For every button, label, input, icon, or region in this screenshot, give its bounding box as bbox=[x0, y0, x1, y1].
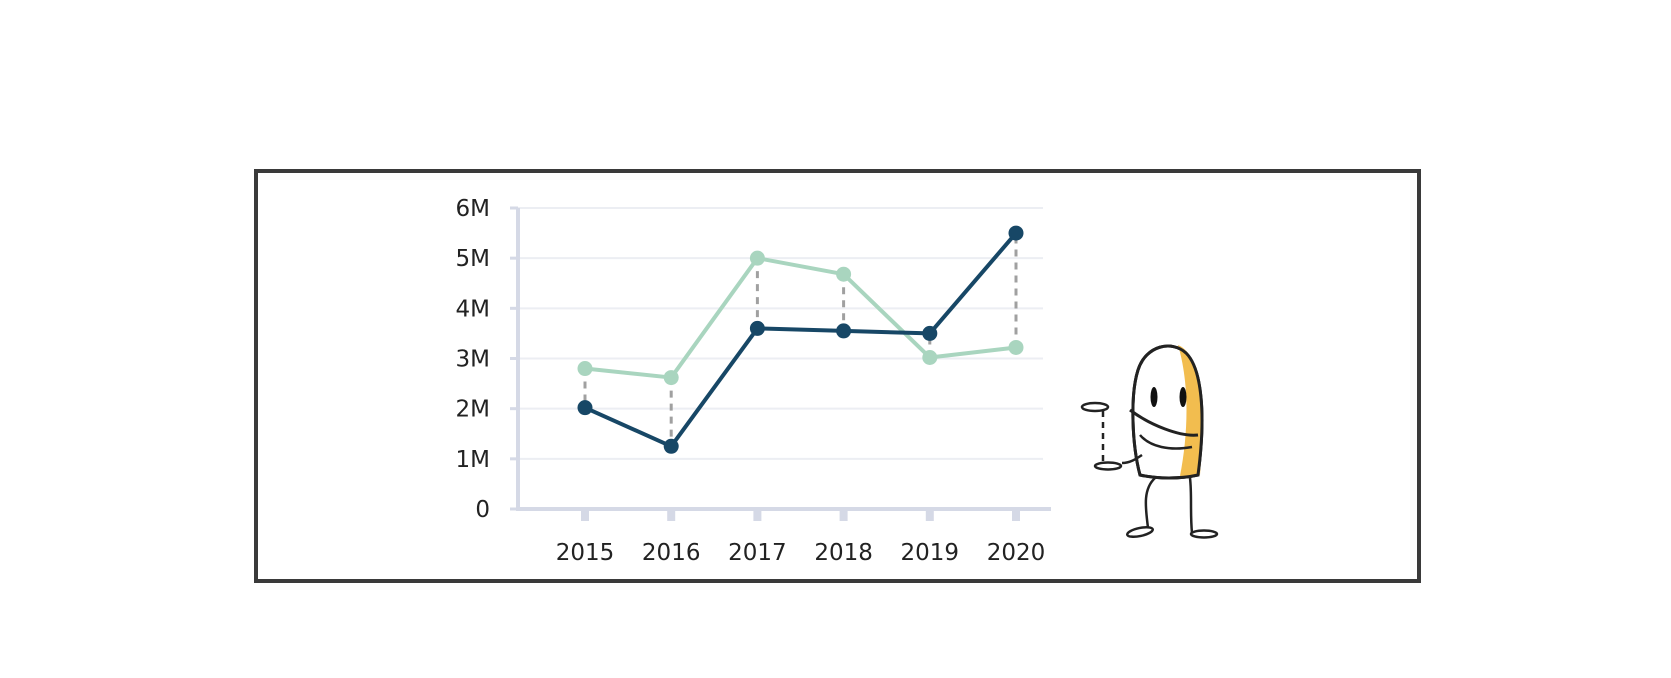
mascot-hand-bottom bbox=[1093, 461, 1123, 471]
series-2-point bbox=[663, 438, 679, 454]
series-2-point bbox=[749, 320, 765, 336]
mascot-left-leg bbox=[1144, 477, 1156, 529]
series-2-point bbox=[577, 400, 593, 416]
y-tick-label: 6M bbox=[456, 196, 490, 222]
series-1-point bbox=[836, 266, 852, 282]
x-tick-label: 2020 bbox=[987, 540, 1046, 566]
series-2-point bbox=[1008, 225, 1024, 241]
grid-layer bbox=[518, 207, 1043, 460]
label-layer: 0 1M 2M 3M 4M 5M 6M 2015 2016 2017 2018 2019 2020 bbox=[456, 196, 1046, 566]
y-tick-label: 0 bbox=[475, 497, 490, 523]
axis-layer bbox=[510, 206, 1051, 521]
series-line-1 bbox=[584, 256, 1017, 380]
y-tick-label: 3M bbox=[456, 347, 490, 373]
series-line-2 bbox=[584, 231, 1018, 449]
x-tick-label: 2015 bbox=[556, 540, 615, 566]
series-2-point bbox=[836, 323, 852, 339]
mascot-left-foot bbox=[1126, 525, 1154, 539]
y-tick-label: 2M bbox=[456, 397, 490, 423]
mascot-lower-arm bbox=[1121, 453, 1143, 465]
series-1-point bbox=[663, 370, 679, 386]
mascot-hand-top bbox=[1080, 401, 1110, 413]
y-tick-label: 5M bbox=[456, 246, 490, 272]
mascot-illustration bbox=[1080, 344, 1219, 539]
series-1-point bbox=[577, 361, 593, 377]
x-tick-label: 2016 bbox=[642, 540, 701, 566]
series-1-point bbox=[922, 349, 938, 365]
mascot-arm bbox=[1129, 408, 1199, 437]
mascot-shading bbox=[1178, 345, 1202, 476]
y-tick-label: 4M bbox=[456, 296, 490, 322]
mascot-body bbox=[1131, 344, 1204, 480]
mascot-left-eye bbox=[1150, 387, 1158, 407]
series-layer bbox=[577, 225, 1024, 454]
mascot-right-eye bbox=[1179, 387, 1187, 407]
mascot-right-foot bbox=[1189, 529, 1219, 539]
mascot-smile bbox=[1139, 434, 1193, 450]
x-tick-label: 2018 bbox=[814, 540, 873, 566]
x-tick-label: 2017 bbox=[728, 540, 787, 566]
chart-frame bbox=[254, 169, 1421, 583]
x-tick-label: 2019 bbox=[901, 540, 960, 566]
series-2-point bbox=[922, 325, 938, 341]
series-1-point bbox=[1008, 339, 1024, 355]
mascot-right-leg bbox=[1188, 477, 1194, 534]
y-tick-label: 1M bbox=[456, 447, 490, 473]
series-1-point bbox=[749, 250, 765, 266]
